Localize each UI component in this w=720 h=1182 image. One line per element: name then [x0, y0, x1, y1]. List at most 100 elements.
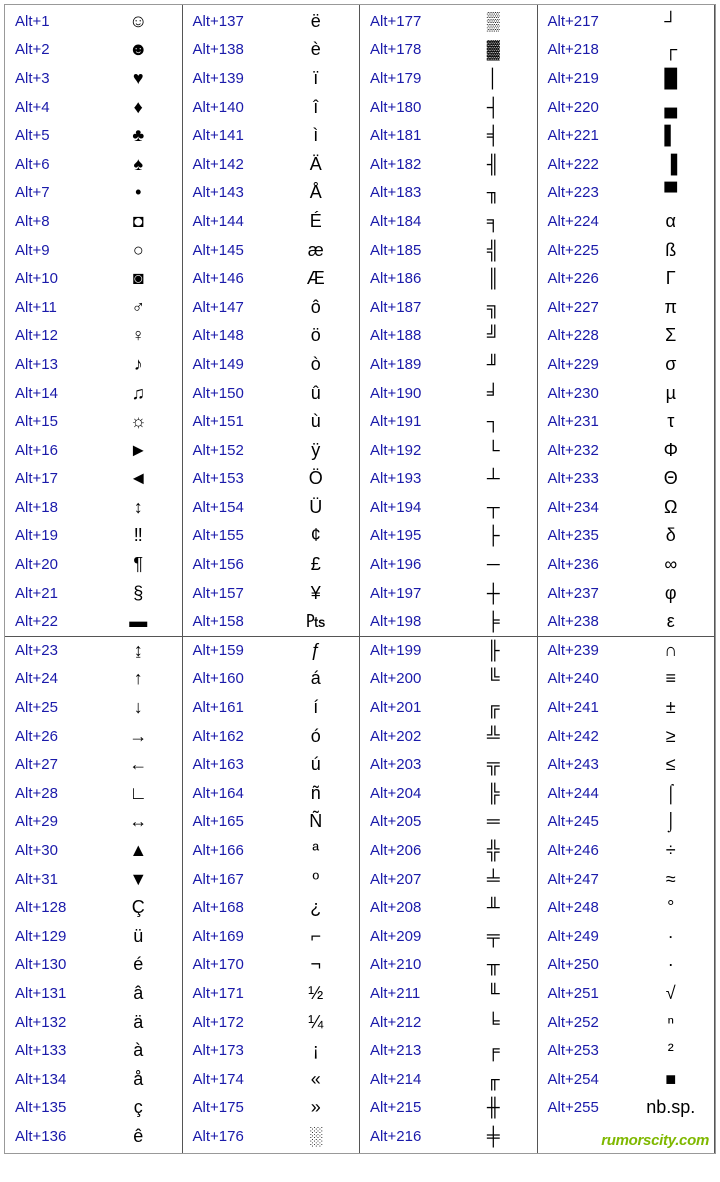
alt-code-label: Alt+216 — [370, 1128, 450, 1145]
alt-code-symbol: ◙ — [95, 268, 182, 289]
alt-code-label: Alt+179 — [370, 70, 450, 87]
alt-code-row: Alt+242≥ — [538, 722, 715, 751]
alt-code-row: Alt+151ù — [183, 407, 360, 436]
alt-code-row: Alt+22▬ — [5, 607, 182, 636]
alt-code-row: Alt+173¡ — [183, 1036, 360, 1065]
alt-code-label: Alt+155 — [193, 527, 273, 544]
alt-code-label: Alt+25 — [15, 699, 95, 716]
alt-code-row: Alt+180┤ — [360, 93, 537, 122]
alt-code-label: Alt+233 — [548, 470, 628, 487]
alt-code-row: Alt+189╜ — [360, 350, 537, 379]
alt-code-label: Alt+14 — [15, 385, 95, 402]
alt-code-symbol: ü — [95, 926, 182, 947]
alt-code-symbol: ← — [95, 754, 182, 775]
alt-code-symbol: ─ — [450, 554, 537, 575]
alt-code-label: Alt+159 — [193, 642, 273, 659]
alt-code-symbol: ╨ — [450, 897, 537, 918]
alt-code-symbol: ì — [273, 125, 360, 146]
alt-code-symbol: ♀ — [95, 325, 182, 346]
alt-code-symbol: φ — [628, 583, 715, 604]
alt-code-label: Alt+222 — [548, 156, 628, 173]
alt-code-label: Alt+172 — [193, 1014, 273, 1031]
alt-code-label: Alt+224 — [548, 213, 628, 230]
alt-code-label: Alt+210 — [370, 956, 450, 973]
alt-code-label: Alt+157 — [193, 585, 273, 602]
alt-code-label: Alt+238 — [548, 613, 628, 630]
alt-code-symbol: ↓ — [95, 697, 182, 718]
alt-code-row: Alt+28∟ — [5, 779, 182, 808]
alt-code-row: Alt+252ⁿ — [538, 1008, 715, 1037]
alt-code-row: Alt+198╞ — [360, 607, 537, 636]
alt-code-row: Alt+234Ω — [538, 493, 715, 522]
alt-code-row: Alt+197┼ — [360, 579, 537, 608]
alt-code-label: Alt+158 — [193, 613, 273, 630]
alt-code-row: Alt+19‼ — [5, 522, 182, 551]
alt-code-label: Alt+235 — [548, 527, 628, 544]
alt-code-label: Alt+140 — [193, 99, 273, 116]
watermark: rumorscity.com — [601, 1132, 709, 1149]
alt-code-symbol: » — [273, 1097, 360, 1118]
alt-code-label: Alt+23 — [15, 642, 95, 659]
alt-code-label: Alt+154 — [193, 499, 273, 516]
alt-code-symbol: · — [628, 954, 715, 975]
alt-code-row: Alt+200╚ — [360, 665, 537, 694]
alt-code-symbol: ├ — [450, 525, 537, 546]
alt-code-row: Alt+29↔ — [5, 808, 182, 837]
alt-code-label: Alt+196 — [370, 556, 450, 573]
alt-code-row: Alt+2☻ — [5, 36, 182, 65]
alt-code-symbol: ┐ — [450, 411, 537, 432]
alt-code-symbol: Θ — [628, 468, 715, 489]
alt-code-symbol: ¿ — [273, 897, 360, 918]
alt-code-row: Alt+232Φ — [538, 436, 715, 465]
alt-code-symbol: ▄ — [628, 97, 715, 118]
alt-code-label: Alt+130 — [15, 956, 95, 973]
alt-code-label: Alt+240 — [548, 670, 628, 687]
alt-code-row: Alt+221▌ — [538, 121, 715, 150]
alt-code-symbol: Φ — [628, 440, 715, 461]
alt-code-symbol: ▌ — [628, 125, 715, 146]
alt-code-label: Alt+153 — [193, 470, 273, 487]
alt-code-label: Alt+219 — [548, 70, 628, 87]
alt-code-label: Alt+139 — [193, 70, 273, 87]
alt-code-symbol: ╬ — [450, 840, 537, 861]
alt-code-row: Alt+135ç — [5, 1094, 182, 1123]
alt-code-symbol: ó — [273, 726, 360, 747]
alt-code-symbol: ♪ — [95, 354, 182, 375]
alt-code-symbol: ÷ — [628, 840, 715, 861]
alt-code-row: Alt+5♣ — [5, 121, 182, 150]
alt-code-row: Alt+205═ — [360, 808, 537, 837]
alt-code-label: Alt+192 — [370, 442, 450, 459]
alt-code-symbol: ═ — [450, 811, 537, 832]
alt-code-symbol: ∩ — [628, 640, 715, 661]
alt-code-label: Alt+202 — [370, 728, 450, 745]
alt-code-label: Alt+173 — [193, 1042, 273, 1059]
alt-code-symbol: ♫ — [95, 383, 182, 404]
alt-code-label: Alt+250 — [548, 956, 628, 973]
alt-code-symbol: ♂ — [95, 297, 182, 318]
alt-code-label: Alt+149 — [193, 356, 273, 373]
alt-code-row: Alt+188╝ — [360, 322, 537, 351]
alt-code-symbol: ╓ — [450, 1069, 537, 1090]
alt-code-label: Alt+147 — [193, 299, 273, 316]
alt-code-symbol: ƒ — [273, 640, 360, 661]
alt-code-row: Alt+194┬ — [360, 493, 537, 522]
alt-code-label: Alt+128 — [15, 899, 95, 916]
alt-code-symbol: è — [273, 39, 360, 60]
alt-code-label: Alt+165 — [193, 813, 273, 830]
alt-code-chart: Alt+1☺Alt+2☻Alt+3♥Alt+4♦Alt+5♣Alt+6♠Alt+… — [4, 4, 716, 1154]
alt-code-row: Alt+199╟ — [360, 636, 537, 665]
alt-code-label: Alt+180 — [370, 99, 450, 116]
alt-code-row: Alt+26→ — [5, 722, 182, 751]
alt-code-symbol: â — [95, 983, 182, 1004]
alt-code-label: Alt+220 — [548, 99, 628, 116]
alt-code-row: Alt+224α — [538, 207, 715, 236]
column-4: Alt+217┘Alt+218┌Alt+219█Alt+220▄Alt+221▌… — [538, 5, 716, 1153]
alt-code-label: Alt+214 — [370, 1071, 450, 1088]
alt-code-symbol: ï — [273, 68, 360, 89]
alt-code-label: Alt+133 — [15, 1042, 95, 1059]
alt-code-row: Alt+7• — [5, 179, 182, 208]
alt-code-row: Alt+190╛ — [360, 379, 537, 408]
alt-code-row: Alt+247≈ — [538, 865, 715, 894]
alt-code-label: Alt+200 — [370, 670, 450, 687]
alt-code-row: Alt+16► — [5, 436, 182, 465]
